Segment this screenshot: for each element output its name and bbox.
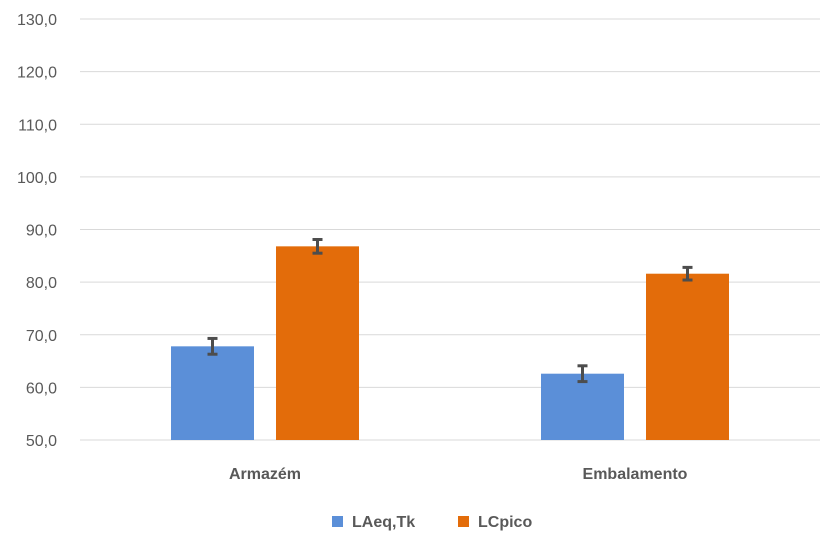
y-tick-label: 90,0: [26, 223, 57, 240]
error-bar: [207, 336, 218, 356]
category-label: Armazém: [229, 466, 301, 483]
legend-swatch: [458, 516, 469, 527]
bar: [171, 346, 254, 440]
y-tick-label: 70,0: [26, 328, 57, 345]
legend-swatch: [332, 516, 343, 527]
legend-item: LAeq,Tk: [332, 514, 415, 531]
y-tick-label: 50,0: [26, 433, 57, 450]
y-axis-tick-labels: 50,0 60,0 70,0 80,0 90,0 100,0 110,0 120,0 130,0: [17, 12, 57, 450]
legend-label: LCpico: [478, 514, 532, 531]
y-tick-label: 80,0: [26, 275, 57, 292]
bar: [541, 373, 624, 440]
y-tick-label: 120,0: [17, 65, 57, 82]
error-bar: [682, 265, 693, 282]
legend: LAeq,Tk LCpico: [332, 514, 532, 531]
error-bar: [577, 364, 588, 384]
bars: [171, 246, 729, 440]
x-axis-category-labels: Armazém Embalamento: [229, 466, 688, 483]
y-tick-label: 100,0: [17, 170, 57, 187]
legend-label: LAeq,Tk: [352, 514, 415, 531]
bar: [276, 246, 359, 440]
error-bars: [207, 237, 693, 384]
bar: [646, 273, 729, 440]
legend-item: LCpico: [458, 514, 532, 531]
y-tick-label: 110,0: [18, 117, 57, 134]
category-label: Embalamento: [583, 466, 688, 483]
y-tick-label: 130,0: [17, 12, 57, 29]
error-bar: [312, 237, 323, 255]
y-tick-label: 60,0: [26, 380, 57, 397]
